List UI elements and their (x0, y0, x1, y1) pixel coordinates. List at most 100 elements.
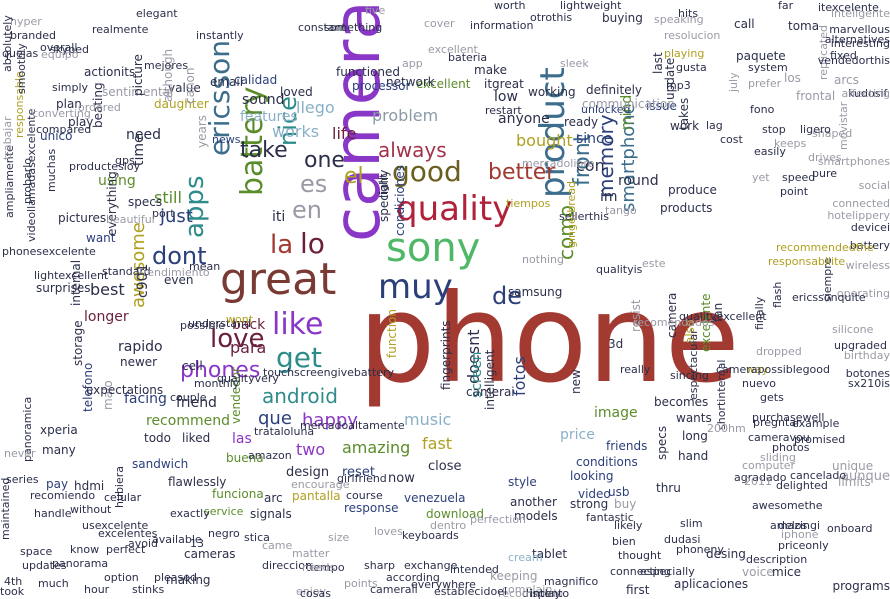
word-direccion: direccion (262, 559, 312, 572)
word-something: something (324, 21, 383, 34)
word-still: still (154, 188, 182, 207)
word-exchange: exchange (404, 559, 458, 572)
word-mercadolibre: mercadolibre (522, 157, 595, 170)
word-smoothly: smoothly (15, 43, 28, 94)
word-hits: hits (678, 7, 699, 20)
word-specs: specs (128, 195, 163, 209)
word-liked: liked (182, 431, 211, 445)
word-becomes: becomes (654, 395, 709, 409)
word-description: description (746, 553, 808, 566)
word-camerapossiblegood: camerapossiblegood (716, 363, 830, 376)
word-email: email (210, 75, 244, 89)
word-tango: tango (605, 204, 637, 217)
word-ready: ready (564, 115, 599, 129)
word-perfection: perfection (470, 513, 527, 526)
word-muy: muy (378, 267, 453, 307)
word-hdmi: hdmi (74, 479, 105, 493)
word-space: space (20, 545, 53, 558)
word-mercadoaltamente: mercadoaltamente (300, 419, 405, 432)
word-celular: celular (104, 491, 142, 504)
word-love: love (210, 324, 265, 354)
word-rapido: rapido (118, 339, 163, 355)
word-tiempos: tiempos (506, 197, 551, 210)
word-sliding: sliding (760, 451, 796, 464)
word-avoid: avoid (128, 537, 159, 550)
word-movistar: movistar (837, 101, 850, 150)
word-promised: promised (794, 433, 846, 446)
word-hand: hand (678, 449, 709, 463)
word-phonesexcelente: phonesexcelente (2, 245, 96, 258)
word-reset: reset (342, 465, 375, 480)
word-cell: cell (182, 359, 203, 373)
word-function: function (385, 308, 399, 358)
word-iphone: iphone (781, 528, 819, 541)
word-unlocked: unlocked (581, 103, 631, 116)
word-recomendados: recomendados (633, 316, 715, 329)
word-never: never (4, 447, 36, 460)
word-standard: standard (102, 265, 151, 278)
word-ericssonquite: ericssonquite (792, 291, 866, 304)
word-compared: compared (36, 123, 92, 136)
word-slim: slim (680, 517, 703, 530)
word-new: new (569, 369, 583, 394)
word-looking: looking (570, 469, 614, 483)
word-2011: 2011 (744, 475, 772, 488)
word-pregntar: pregntar (753, 416, 801, 429)
word-dudasi: dudasi (664, 533, 701, 546)
word-inteligente: inteligente (830, 7, 890, 20)
word-image: image (594, 405, 638, 421)
word-restart: restart (485, 104, 522, 117)
word-recommend: recommend (146, 413, 230, 429)
word-usexcelente: usexcelente (82, 519, 149, 532)
word-make: make (474, 63, 507, 77)
word-priceonly: priceonly (778, 539, 829, 552)
word-play: play (68, 115, 94, 129)
word-condiciones: condiciones (393, 164, 407, 236)
word-panorama: panorama (52, 557, 109, 570)
word-connecting: connecting (610, 565, 671, 578)
word-que: que (258, 408, 292, 429)
word-para: para (230, 338, 267, 357)
word-updates: updates (22, 559, 67, 572)
word-silicone: silicone (832, 323, 874, 336)
word-nothing: nothing (522, 253, 564, 266)
word-sony: sony (386, 225, 481, 271)
word-complain: complain (502, 583, 553, 596)
word-responsabilite: responsabilite (768, 255, 846, 268)
word-july: july (727, 72, 740, 92)
word-la: la (270, 230, 294, 260)
word-course: course (346, 489, 383, 502)
word-models: models (514, 509, 558, 523)
word-trataloluna: trataloluna (254, 425, 315, 438)
word-pay: pay (46, 477, 69, 491)
word-five: five (365, 4, 386, 17)
word-conditions: conditions (576, 455, 638, 469)
word-otrothis: otrothis (530, 11, 573, 24)
word-speed: speed (782, 171, 816, 184)
word-productesloy: productesloy (69, 160, 141, 173)
word-4th: 4th (4, 575, 23, 588)
word-strong: strong (570, 497, 609, 511)
word-itgreat: itgreat (484, 77, 524, 91)
word-delighted: delighted (776, 479, 828, 492)
word-mp3: mp3 (666, 79, 691, 92)
word-es: es (300, 170, 328, 198)
word-music: music (404, 410, 452, 429)
word-qualityvery: qualityvery (217, 372, 279, 385)
word-anyone: anyone (498, 111, 550, 127)
word-skyped: skyped (50, 43, 89, 56)
word-tablet: tablet (532, 547, 568, 561)
word-everything: everything (105, 171, 119, 236)
word-available: available (152, 533, 202, 546)
word-photos: photos (772, 441, 810, 454)
word-design: design (286, 465, 330, 480)
word-wont: wont (226, 313, 254, 326)
word-using: using (98, 173, 136, 189)
word-option: option (104, 571, 139, 584)
word-beautiful: beautiful (106, 213, 155, 226)
word-im: im (600, 189, 618, 205)
word-call: call (734, 17, 755, 31)
word-display: display (522, 587, 562, 599)
word-con: con (576, 156, 605, 175)
